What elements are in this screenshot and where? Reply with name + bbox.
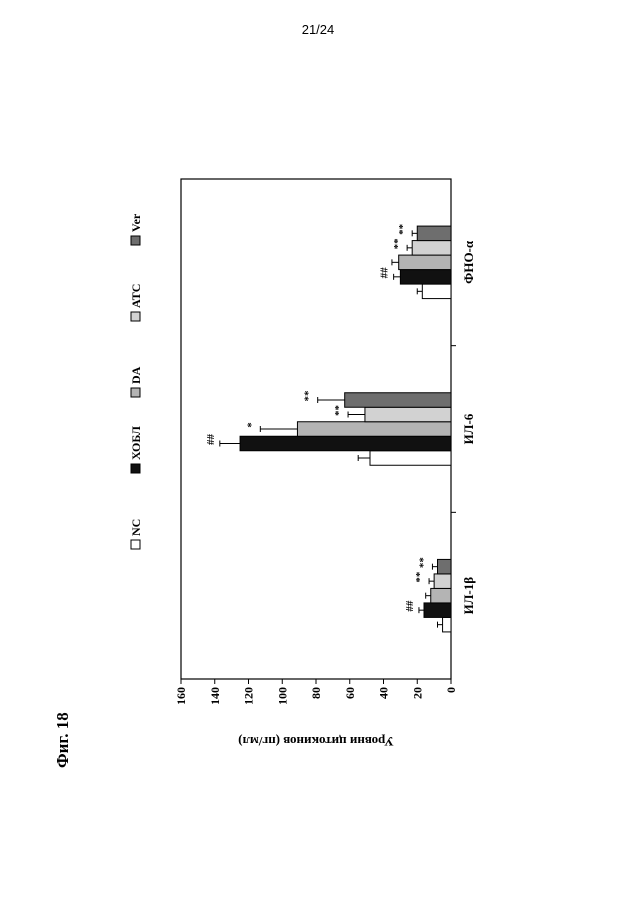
legend-label: ХОБЛ — [129, 426, 143, 460]
annotation-label: ** — [392, 238, 404, 250]
annotation-label: ## — [404, 600, 416, 612]
legend-swatch-ХОБЛ — [131, 464, 140, 473]
bar-NC-1 — [370, 451, 451, 466]
y-axis: 0 20 40 60 80 100 120 140 160 Уровни цитокинов (п… — [174, 679, 458, 749]
annotation-label: ## — [205, 434, 217, 446]
bar-DA-0 — [431, 588, 451, 603]
legend-label: DA — [129, 366, 143, 384]
x-tick-label: ИЛ-1β — [461, 577, 476, 615]
legend-label: Ver — [129, 213, 143, 232]
bar-ATC-2 — [412, 241, 451, 256]
y-tick-label: 120 — [242, 687, 256, 705]
annotation-label: ** — [414, 571, 426, 583]
legend-swatch-ATC — [131, 312, 140, 321]
y-tick-label: 100 — [275, 687, 289, 705]
legend-label: ATC — [129, 284, 143, 308]
x-tick-label: ФНО-α — [461, 240, 476, 284]
bar-Ver-0 — [438, 559, 452, 574]
legend-swatch-Ver — [131, 236, 140, 245]
legend-swatch-DA — [131, 388, 140, 397]
x-axis: ИЛ-1β ИЛ-6 ФНО-α — [451, 240, 476, 614]
y-tick-label: 20 — [410, 687, 424, 699]
annotation-label: * — [245, 422, 257, 428]
y-tick-label: 140 — [208, 687, 222, 705]
annotation-label: ** — [303, 390, 315, 402]
annotation-label: ** — [397, 223, 409, 235]
y-tick-label: 160 — [174, 687, 188, 705]
annotation-label: ** — [417, 557, 429, 569]
bar-NC-2 — [422, 284, 451, 299]
bar-ХОБЛ-1 — [240, 436, 451, 451]
annotation-label: ** — [333, 405, 345, 417]
annotation-label: ## — [379, 267, 391, 279]
legend-label: NC — [129, 519, 143, 536]
legend: NC ХОБЛ DA ATC Ver — [129, 213, 143, 549]
bar-ATC-1 — [365, 407, 451, 422]
y-axis-label: Уровни цитокинов (пг/мл) — [238, 734, 394, 749]
bar-ХОБЛ-2 — [400, 270, 451, 285]
x-tick-label: ИЛ-6 — [461, 413, 476, 444]
y-tick-label: 0 — [444, 687, 458, 693]
y-tick-label: 40 — [377, 687, 391, 699]
bar-Ver-1 — [345, 393, 451, 408]
bar-DA-2 — [399, 255, 451, 270]
legend-swatch-NC — [131, 540, 140, 549]
bar-ХОБЛ-0 — [424, 603, 451, 618]
y-tick-label: 60 — [343, 687, 357, 699]
bar-NC-0 — [443, 617, 451, 632]
bar-ATC-0 — [434, 574, 451, 589]
y-tick-label: 80 — [309, 687, 323, 699]
bar-Ver-2 — [417, 226, 451, 241]
bar-DA-1 — [297, 422, 451, 437]
